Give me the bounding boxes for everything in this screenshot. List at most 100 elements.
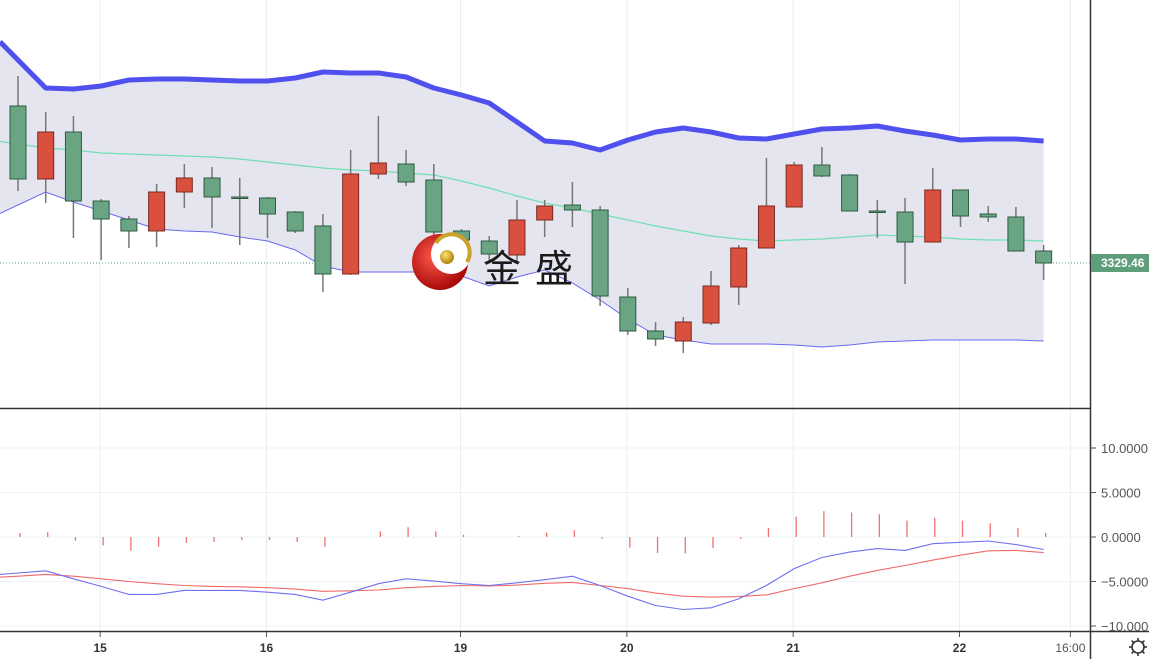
candle-body (785, 164, 803, 208)
candle (591, 206, 609, 306)
candle-body (92, 200, 110, 220)
lower-band-line (0, 191, 1044, 348)
candle-body (231, 196, 249, 199)
candle (1035, 245, 1053, 280)
candle-body (1035, 250, 1053, 264)
candle (536, 200, 554, 237)
upper-band-line (0, 40, 1044, 153)
candle (896, 198, 914, 284)
x-tick-label: 16:00 (1055, 641, 1085, 655)
candle-body (841, 174, 859, 212)
candle (120, 216, 138, 248)
candle (508, 200, 526, 262)
candle (258, 197, 276, 238)
y-tick-label: 5.0000 (1101, 486, 1141, 501)
candle (369, 116, 387, 179)
x-tick-label: 19 (454, 641, 468, 655)
candle (286, 211, 304, 233)
candle-body (425, 179, 443, 233)
candle (841, 174, 859, 212)
y-tick-label: 10.0000 (1101, 441, 1148, 456)
candle (868, 200, 886, 238)
candle-body (37, 131, 55, 180)
y-tick-label: −5.0000 (1101, 575, 1148, 590)
candle-body (730, 247, 748, 288)
candle-body (924, 189, 942, 243)
candle-body (508, 219, 526, 256)
candles (9, 76, 1053, 353)
candle-body (120, 218, 138, 232)
candle-body (702, 285, 720, 324)
band-fill (0, 41, 1044, 348)
candle-body (674, 321, 692, 342)
candle-body (148, 191, 166, 232)
x-tick-label: 22 (953, 641, 967, 655)
gear-icon[interactable] (1129, 638, 1147, 656)
candle (924, 168, 942, 243)
dif-line (0, 540, 1044, 611)
y-tick-label: −10.0000 (1101, 619, 1149, 634)
candle (175, 164, 193, 208)
candle-body (286, 211, 304, 232)
candle (647, 322, 665, 346)
dea-line (0, 549, 1044, 598)
candle (314, 214, 332, 292)
candle-body (64, 131, 82, 202)
candle (9, 76, 27, 191)
candle-body (1007, 216, 1025, 252)
candle (674, 317, 692, 353)
candle (37, 112, 55, 203)
candle (563, 182, 581, 227)
candle (785, 162, 803, 208)
x-tick-label: 16 (260, 641, 274, 655)
candle-body (369, 162, 387, 175)
candle (397, 150, 415, 186)
candle-body (536, 205, 554, 221)
candle-body (619, 296, 637, 332)
candle (1007, 207, 1025, 252)
candle (203, 167, 221, 228)
candle-body (591, 209, 609, 297)
candle-body (979, 213, 997, 218)
candle-body (480, 240, 498, 255)
candle-body (342, 173, 360, 275)
bollinger-bands (0, 40, 1044, 348)
candle-body (258, 197, 276, 215)
candle-body (813, 164, 831, 177)
candle (730, 245, 748, 305)
candle-body (757, 205, 775, 249)
candle (951, 189, 969, 227)
candle (342, 150, 360, 275)
candle (813, 147, 831, 177)
candle (425, 164, 443, 248)
candle (148, 184, 166, 247)
x-tick-label: 21 (786, 641, 800, 655)
candle-body (397, 163, 415, 183)
candle-body (563, 204, 581, 211)
candle-body (896, 211, 914, 243)
watermark-logo (412, 232, 472, 290)
y-tick-label: 0.0000 (1101, 530, 1141, 545)
candle (619, 288, 637, 335)
last-price-label: 3329.46 (1091, 254, 1149, 272)
candle (64, 116, 82, 238)
candle-body (868, 210, 886, 213)
candle (757, 158, 775, 249)
candle (231, 178, 249, 245)
x-tick-label: 15 (93, 641, 107, 655)
middle-band-line (0, 140, 1044, 242)
candle-body (951, 189, 969, 217)
candle (92, 199, 110, 260)
candle-body (203, 177, 221, 198)
candle-body (314, 225, 332, 275)
candle (480, 236, 498, 262)
candle-body (9, 105, 27, 180)
candle-body (175, 177, 193, 193)
x-tick-label: 20 (620, 641, 634, 655)
watermark-text: 金盛 (483, 247, 588, 291)
candle (979, 206, 997, 222)
macd-pane (0, 511, 1047, 611)
candle (702, 271, 720, 325)
candle-body (647, 330, 665, 340)
